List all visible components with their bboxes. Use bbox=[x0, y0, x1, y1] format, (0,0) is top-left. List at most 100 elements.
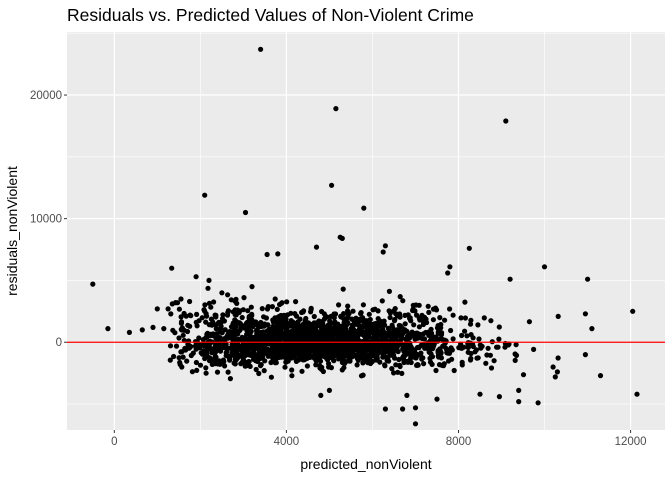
data-point bbox=[466, 245, 472, 251]
data-point bbox=[297, 342, 303, 348]
data-point bbox=[270, 319, 276, 325]
data-point bbox=[372, 334, 378, 340]
data-point bbox=[397, 294, 403, 300]
data-point bbox=[213, 335, 219, 341]
data-point bbox=[382, 243, 388, 249]
y-tick-label: 0 bbox=[56, 337, 62, 349]
data-point bbox=[477, 391, 483, 397]
data-point bbox=[284, 345, 290, 351]
data-point bbox=[507, 276, 513, 282]
data-point bbox=[90, 281, 96, 287]
data-point bbox=[319, 366, 325, 372]
data-point bbox=[388, 327, 394, 333]
data-point bbox=[398, 336, 404, 342]
data-point bbox=[468, 317, 474, 323]
data-point bbox=[513, 352, 520, 358]
data-point bbox=[303, 315, 309, 322]
data-point bbox=[362, 354, 369, 360]
data-point bbox=[369, 338, 375, 344]
data-point bbox=[400, 406, 406, 412]
data-point bbox=[165, 306, 171, 312]
data-point bbox=[328, 313, 334, 319]
data-point bbox=[233, 345, 239, 351]
data-point bbox=[634, 391, 640, 397]
data-point bbox=[513, 342, 519, 348]
data-point bbox=[337, 355, 343, 361]
data-point bbox=[246, 359, 252, 365]
data-point bbox=[274, 306, 280, 312]
data-point bbox=[535, 400, 541, 406]
data-point bbox=[272, 326, 278, 332]
data-point bbox=[256, 370, 262, 377]
data-point bbox=[396, 356, 402, 363]
data-point bbox=[194, 323, 200, 329]
data-point bbox=[485, 345, 491, 351]
data-point bbox=[249, 343, 255, 350]
data-point bbox=[223, 353, 229, 359]
data-point bbox=[404, 392, 410, 398]
data-point bbox=[221, 337, 227, 343]
data-point bbox=[336, 333, 342, 339]
data-point bbox=[585, 276, 591, 282]
y-axis-ticks: 0 10000 20000 bbox=[30, 90, 67, 349]
data-point bbox=[292, 311, 298, 317]
data-point bbox=[154, 306, 160, 312]
data-point bbox=[269, 304, 275, 310]
data-point bbox=[327, 318, 333, 324]
data-point bbox=[516, 387, 522, 393]
data-point bbox=[554, 369, 561, 375]
data-point bbox=[391, 308, 397, 314]
data-point bbox=[204, 313, 210, 319]
data-point bbox=[317, 334, 324, 340]
data-point bbox=[218, 325, 224, 331]
data-point bbox=[476, 336, 482, 342]
data-point bbox=[445, 270, 451, 276]
data-point bbox=[462, 328, 468, 334]
data-point bbox=[354, 344, 360, 351]
data-point bbox=[462, 315, 468, 321]
data-point bbox=[202, 302, 208, 308]
data-point bbox=[194, 311, 200, 317]
data-point bbox=[386, 288, 392, 294]
data-point bbox=[435, 350, 441, 356]
data-point bbox=[278, 300, 284, 306]
data-point bbox=[183, 313, 189, 319]
data-point bbox=[405, 345, 411, 351]
data-point bbox=[352, 333, 358, 339]
data-point bbox=[448, 327, 454, 334]
data-point bbox=[395, 369, 401, 375]
data-point bbox=[253, 358, 260, 364]
data-point bbox=[396, 341, 402, 347]
data-point bbox=[342, 336, 348, 342]
data-point bbox=[263, 337, 269, 343]
data-point bbox=[234, 351, 240, 357]
data-point bbox=[239, 345, 245, 351]
data-point bbox=[280, 348, 286, 354]
data-point bbox=[222, 363, 228, 369]
data-point bbox=[150, 324, 156, 330]
data-point bbox=[307, 321, 313, 327]
data-point bbox=[362, 349, 368, 355]
data-point bbox=[375, 308, 381, 314]
data-point bbox=[247, 332, 253, 338]
data-point bbox=[326, 361, 332, 367]
data-point bbox=[363, 330, 369, 336]
data-point bbox=[333, 106, 339, 112]
data-point bbox=[254, 330, 260, 336]
data-point bbox=[196, 335, 202, 341]
data-point bbox=[377, 345, 383, 352]
data-point bbox=[280, 316, 286, 322]
data-point bbox=[430, 317, 436, 323]
data-point bbox=[358, 310, 364, 316]
data-point bbox=[296, 323, 302, 329]
data-point bbox=[289, 367, 295, 373]
data-point bbox=[193, 346, 199, 352]
data-point bbox=[176, 335, 182, 341]
data-point bbox=[202, 192, 208, 198]
data-point bbox=[243, 320, 250, 326]
data-point bbox=[443, 345, 449, 351]
data-point bbox=[495, 344, 501, 350]
data-point bbox=[447, 306, 453, 312]
data-point bbox=[339, 367, 345, 373]
data-point bbox=[178, 319, 185, 325]
